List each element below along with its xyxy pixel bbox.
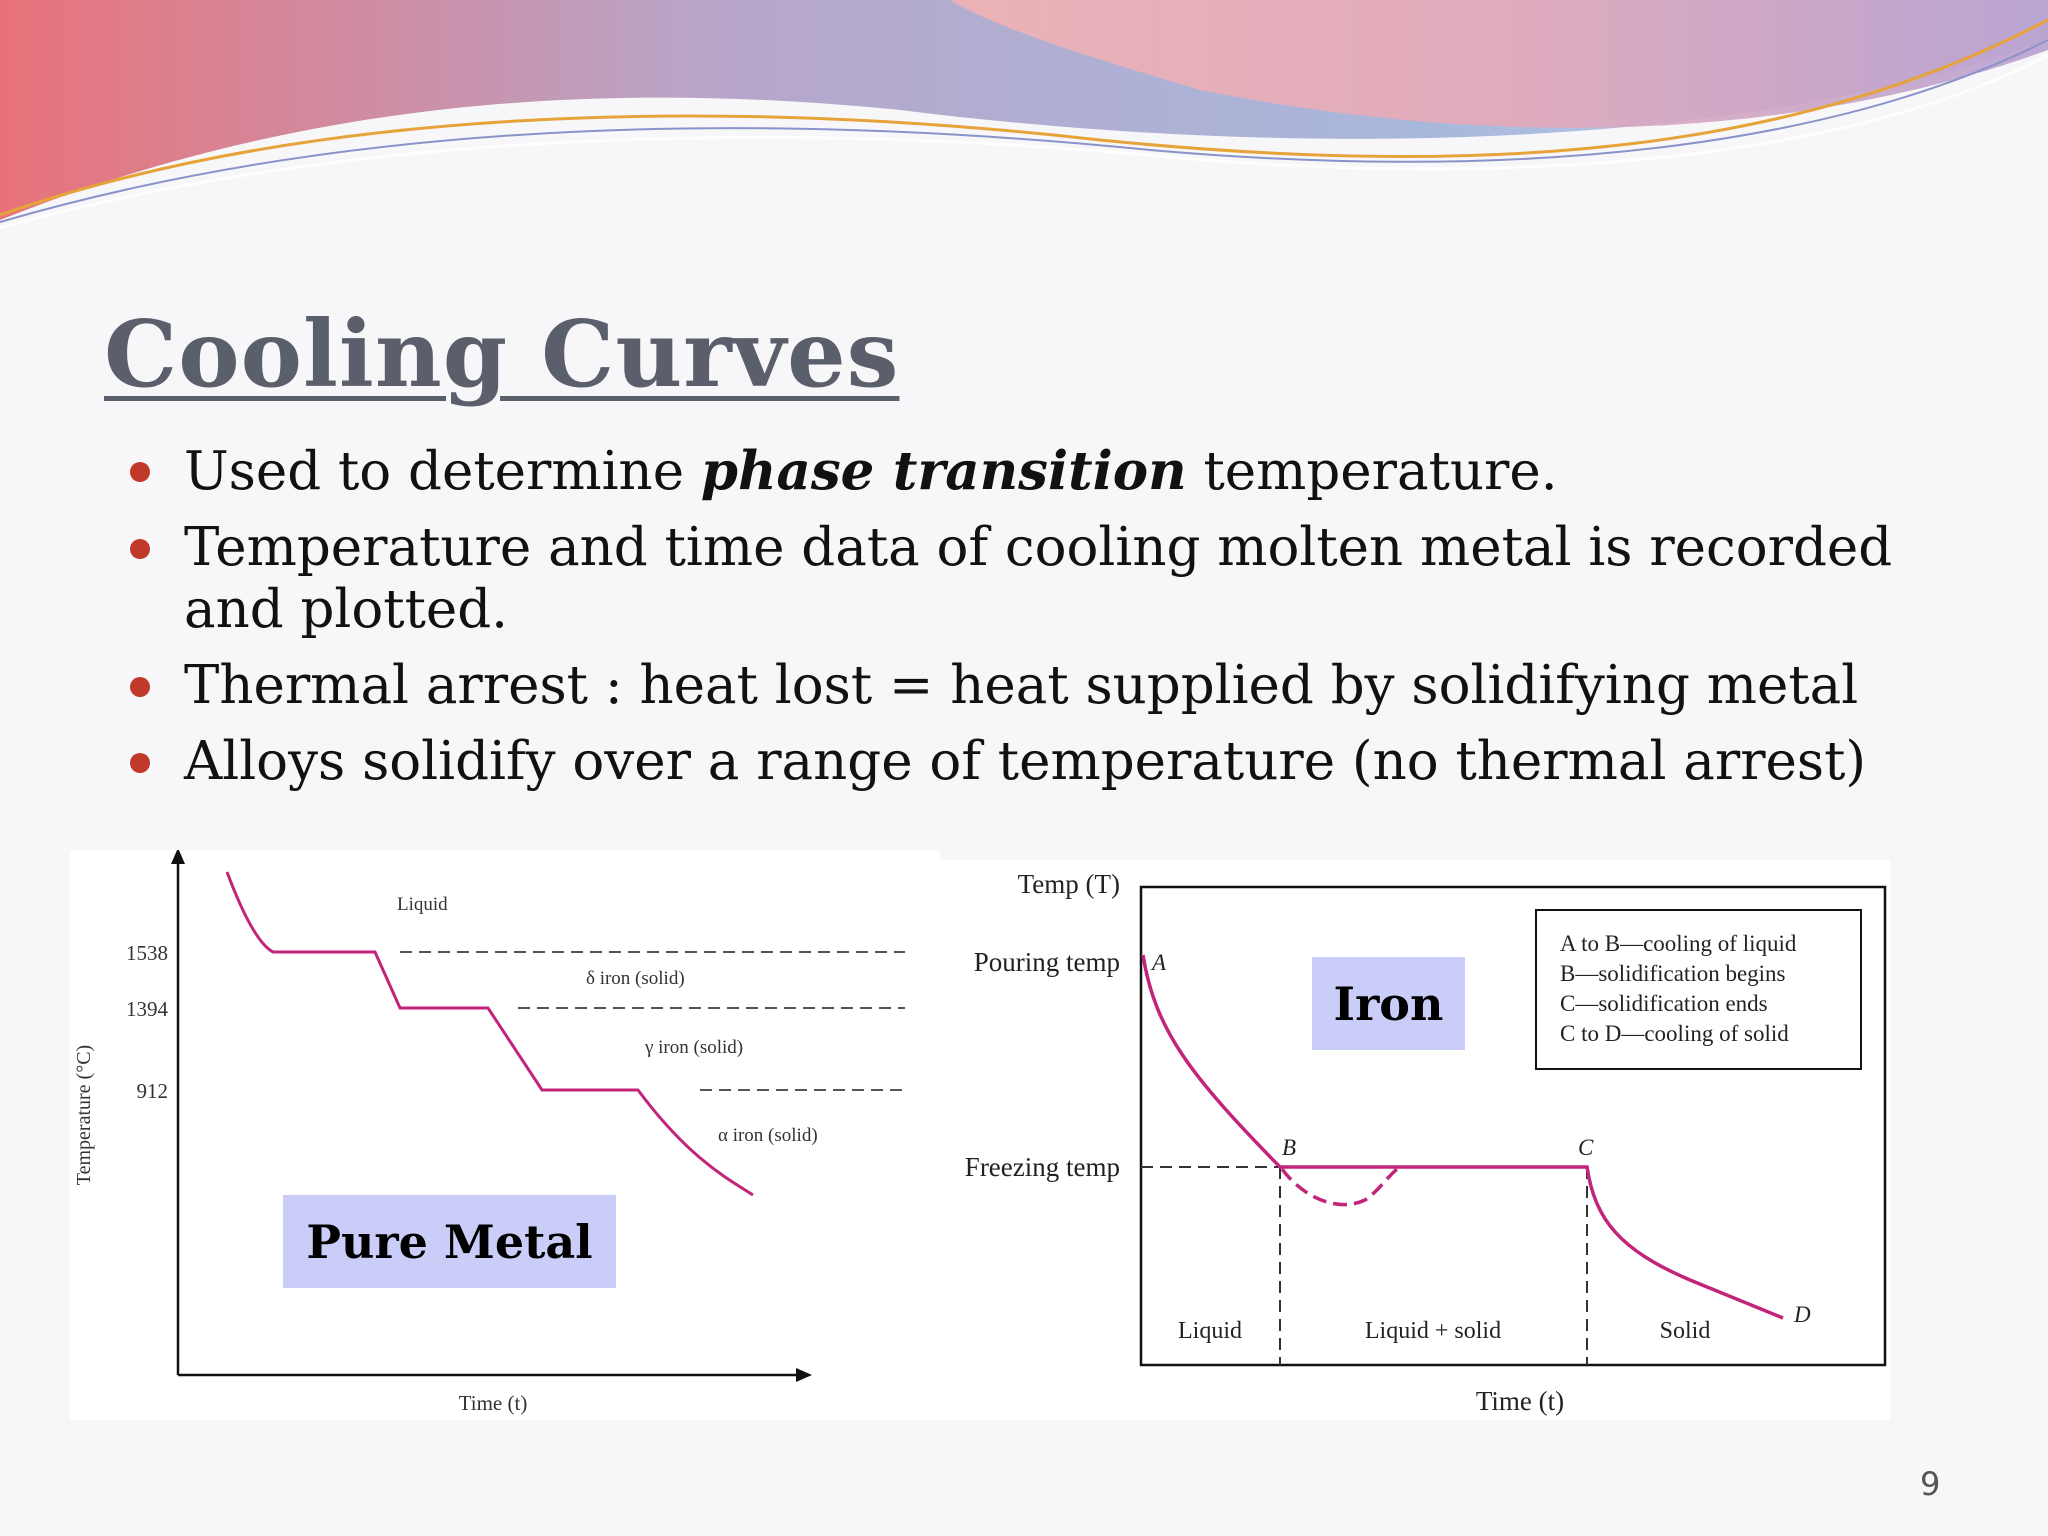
bullet-text: and plotted.: [184, 579, 509, 640]
bullet-text: Thermal arrest : heat lost = heat suppli…: [184, 655, 1859, 716]
region-label-solid: Solid: [1660, 1318, 1711, 1344]
bullet-text: Used to determine: [184, 441, 701, 502]
y-axis-label: Temp (T): [1018, 869, 1120, 899]
tick-label-1394: 1394: [126, 997, 169, 1021]
cooling-curve: [225, 871, 754, 1197]
bullet-dot-icon: [130, 677, 150, 697]
bullet-dot-icon: [130, 539, 150, 559]
region-label-alpha-iron: α iron (solid): [718, 1125, 818, 1146]
y-axis-arrow-icon: [171, 848, 185, 864]
region-label-liquid: Liquid: [1178, 1318, 1242, 1344]
pouring-temp-label: Pouring temp: [974, 947, 1120, 977]
y-axis-label: Temperature (°C): [73, 1045, 95, 1185]
bullet-item: Temperature and time data of cooling mol…: [130, 517, 1980, 641]
legend-item: C—solidification ends: [1560, 991, 1768, 1016]
bullet-emphasis: phase transition: [700, 440, 1187, 502]
point-label-d: D: [1793, 1302, 1811, 1327]
slide-title: Cooling Curves: [104, 300, 900, 408]
point-label-b: B: [1282, 1135, 1296, 1160]
point-label-c: C: [1578, 1135, 1594, 1160]
page-number: 9: [1920, 1465, 1941, 1503]
region-label-liquid: Liquid: [397, 894, 448, 915]
region-label-liquid-solid: Liquid + solid: [1365, 1318, 1501, 1344]
plot-frame: [1139, 885, 1887, 1367]
iron-diagram: Temp (T) Pouring temp Freezing temp Time…: [965, 869, 1887, 1416]
region-label-delta-iron: δ iron (solid): [586, 968, 685, 989]
pure-metal-diagram: 1538 1394 912 Liquid δ iron (solid) γ ir…: [73, 848, 905, 1415]
iron-diagram-panel: Temp (T) Pouring temp Freezing temp Time…: [940, 860, 1890, 1420]
iron-label: Iron: [1312, 957, 1465, 1050]
region-label-gamma-iron: γ iron (solid): [644, 1037, 743, 1058]
x-axis-arrow-icon: [796, 1368, 812, 1382]
legend-box: [1535, 909, 1862, 1070]
tick-label-912: 912: [137, 1079, 169, 1103]
legend-item: B—solidification begins: [1560, 961, 1786, 986]
pure-metal-diagram-panel: 1538 1394 912 Liquid δ iron (solid) γ ir…: [70, 848, 940, 1420]
bullet-list: Used to determine phase transition tempe…: [130, 440, 1980, 807]
bullet-text: temperature.: [1186, 441, 1558, 502]
bullet-text: Alloys solidify over a range of temperat…: [184, 731, 1867, 792]
bullet-item: Thermal arrest : heat lost = heat suppli…: [130, 655, 1980, 717]
bullet-text: Temperature and time data of cooling mol…: [184, 517, 1893, 578]
bullet-item: Used to determine phase transition tempe…: [130, 440, 1980, 503]
legend-item: A to B—cooling of liquid: [1560, 931, 1797, 956]
tick-label-1538: 1538: [126, 941, 168, 965]
bullet-item: Alloys solidify over a range of temperat…: [130, 731, 1980, 793]
x-axis-label: Time (t): [1476, 1386, 1564, 1416]
point-label-a: A: [1150, 950, 1167, 975]
pure-metal-label: Pure Metal: [283, 1195, 616, 1288]
legend-item: C to D—cooling of solid: [1560, 1021, 1789, 1046]
undercooling-curve: [1280, 1165, 1402, 1207]
header-wave-decoration: [0, 0, 2048, 230]
bullet-dot-icon: [130, 462, 150, 482]
cooling-curve: [1141, 954, 1784, 1320]
freezing-temp-label: Freezing temp: [965, 1152, 1120, 1182]
bullet-dot-icon: [130, 753, 150, 773]
x-axis-label: Time (t): [459, 1391, 528, 1415]
